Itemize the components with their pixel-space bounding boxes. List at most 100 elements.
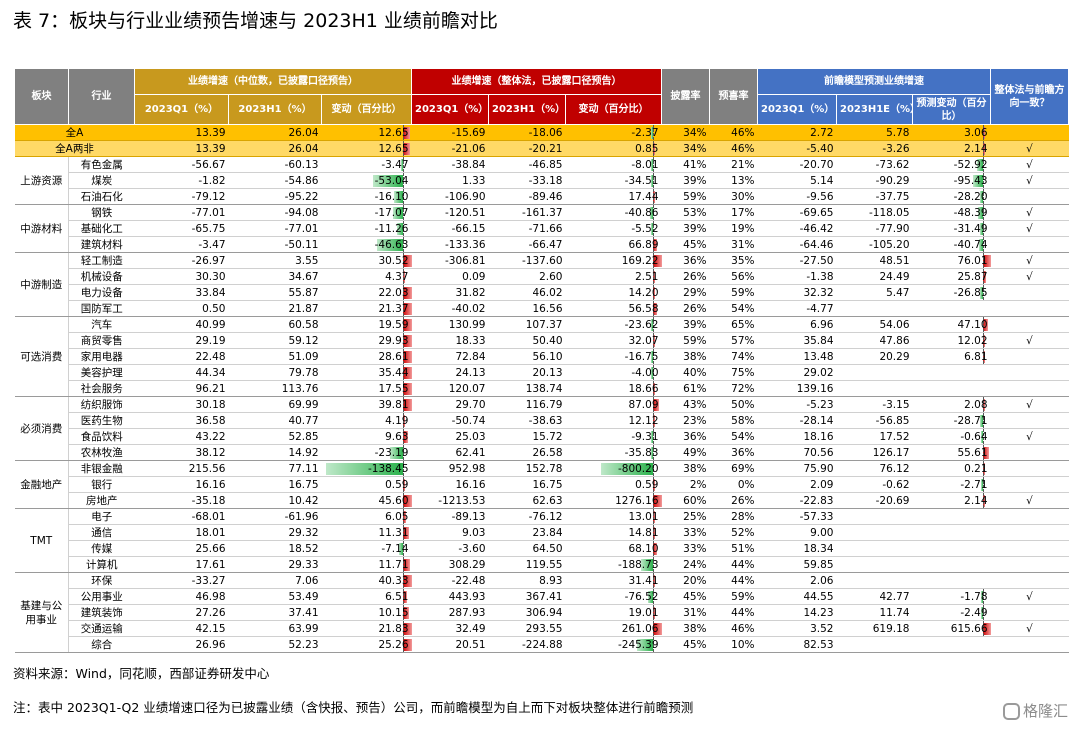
bar-negative	[376, 239, 403, 251]
median-h1-cell: 34.67	[228, 268, 322, 285]
forecast-q1-cell-value: 9.00	[810, 526, 834, 539]
median-change-cell-value: 21.37	[378, 302, 409, 315]
bar-positive	[402, 591, 407, 603]
overall-h1-cell: 20.13	[488, 364, 566, 381]
median-q1-cell: 30.18	[134, 396, 229, 413]
bar-axis	[402, 157, 405, 172]
positive-rate-cell-value: 17%	[731, 206, 755, 219]
median-q1-cell-value: -33.27	[191, 574, 226, 587]
industry-cell: 电子	[68, 508, 135, 525]
industry-cell: 房地产	[68, 492, 135, 509]
overall-q1-cell-value: -38.84	[451, 158, 486, 171]
forecast-q1-cell: 139.16	[757, 380, 837, 397]
industry-cell: 煤炭	[68, 172, 135, 189]
forecast-h1e-cell: -105.20	[836, 236, 913, 253]
median-h1-cell-value: 52.85	[288, 430, 319, 443]
overall-h1-cell: 15.72	[488, 428, 566, 445]
overall-q1-cell-value: -106.90	[444, 190, 486, 203]
consistency-cell	[990, 284, 1069, 301]
median-change-cell: 11.71	[321, 556, 412, 573]
positive-rate-cell: 51%	[709, 540, 758, 557]
overall-change-cell: -2.37	[565, 124, 662, 141]
overall-change-cell-value: 2.51	[635, 270, 659, 283]
forecast-h1e-cell-value: -3.26	[882, 142, 910, 155]
forecast-q1-cell-value: 14.23	[803, 606, 834, 619]
disclosure-rate-cell-value: 43%	[683, 398, 707, 411]
bar-axis	[402, 397, 405, 412]
median-change-cell: 4.19	[321, 412, 412, 429]
median-change-cell: -11.26	[321, 220, 412, 237]
forecast-change-cell-value: 2.08	[964, 398, 988, 411]
overall-q1-cell: -133.36	[411, 236, 489, 253]
overall-change-cell: -16.75	[565, 348, 662, 365]
median-h1-cell: 53.49	[228, 588, 322, 605]
overall-change-cell: 66.89	[565, 236, 662, 253]
forecast-q1-cell-value: 82.53	[803, 638, 834, 651]
bar-positive	[652, 383, 655, 395]
overall-q1-cell: 29.70	[411, 396, 489, 413]
forecast-q1-cell: -22.83	[757, 492, 837, 509]
overall-change-cell-value: 32.07	[628, 334, 659, 347]
overall-change-cell-value: -23.62	[624, 318, 659, 331]
median-q1-cell-value: -77.01	[191, 206, 226, 219]
performance-table: 板块 行业 业绩增速（中位数，已披露口径预告） 业绩增速（整体法，已披露口径预告…	[14, 68, 1070, 653]
forecast-q1-cell: 18.16	[757, 428, 837, 445]
bar-axis	[402, 365, 405, 380]
overall-h1-cell-value: 367.41	[525, 590, 563, 603]
median-q1-cell-value: -1.82	[198, 174, 226, 187]
overall-q1-cell: -22.48	[411, 572, 489, 589]
median-change-cell-value: 10.15	[378, 606, 409, 619]
median-h1-cell-value: 60.58	[288, 318, 319, 331]
positive-rate-cell: 0%	[709, 476, 758, 493]
median-change-cell: -17.07	[321, 204, 412, 221]
positive-rate-cell: 31%	[709, 236, 758, 253]
forecast-change-cell-value: 55.61	[957, 446, 988, 459]
table-row: 交通运输 42.15 63.99 21.83 32.49 293.55 261.06 38% 4…	[15, 620, 1069, 637]
median-change-cell-value: 0.59	[385, 478, 409, 491]
bar-negative	[650, 159, 653, 171]
consistency-cell-value: √	[1026, 398, 1033, 411]
forecast-h1e-cell	[836, 508, 913, 525]
bar-axis	[652, 125, 655, 140]
industry-cell: 钢铁	[68, 204, 135, 221]
median-q1-cell-value: 36.58	[195, 414, 226, 427]
forecast-change-cell-value: -1.78	[960, 590, 988, 603]
positive-rate-cell: 46%	[709, 620, 758, 637]
forecast-h1e-cell-value: 24.49	[879, 270, 910, 283]
positive-rate-cell-value: 50%	[731, 398, 755, 411]
median-q1-cell-value: 18.01	[195, 526, 226, 539]
median-change-cell: -23.19	[321, 444, 412, 461]
disclosure-rate-cell-value: 49%	[683, 446, 707, 459]
consistency-cell	[990, 124, 1069, 141]
bar-negative	[393, 191, 403, 203]
overall-q1-cell-value: 29.70	[455, 398, 486, 411]
overall-h1-cell: 56.10	[488, 348, 566, 365]
median-q1-cell: 40.99	[134, 316, 229, 333]
forecast-change-cell-value: 25.87	[957, 270, 988, 283]
overall-h1-cell: 119.55	[488, 556, 566, 573]
forecast-q1-cell-value: 44.55	[803, 590, 834, 603]
bar-axis	[652, 509, 655, 524]
forecast-h1e-cell: 24.49	[836, 268, 913, 285]
overall-change-cell: -35.83	[565, 444, 662, 461]
positive-rate-cell-value: 44%	[731, 606, 755, 619]
watermark-logo-icon	[1002, 703, 1020, 720]
summary-label: 全A	[14, 124, 135, 141]
table-row: 医药生物 36.58 40.77 4.19 -50.74 -38.63 12.12 23% 58…	[15, 412, 1069, 429]
forecast-q1-cell-value: 5.14	[810, 174, 834, 187]
consistency-cell	[990, 364, 1069, 381]
table-row: 上游资源 有色金属 -56.67 -60.13 -3.47 -38.84 -46.85 -8.…	[14, 156, 1069, 205]
overall-h1-cell: -66.47	[488, 236, 566, 253]
overall-h1-cell: -38.63	[488, 412, 566, 429]
disclosure-rate-cell-value: 45%	[683, 590, 707, 603]
overall-change-cell: 19.01	[565, 604, 662, 621]
median-q1-cell-value: 33.84	[195, 286, 226, 299]
overall-q1-cell-value: -50.74	[451, 414, 486, 427]
consistency-cell-value: √	[1026, 222, 1033, 235]
forecast-change-cell: -0.64	[912, 428, 991, 445]
overall-h1-cell-value: 56.10	[532, 350, 563, 363]
disclosure-rate-cell: 38%	[661, 348, 710, 365]
overall-h1-cell: 16.56	[488, 300, 566, 317]
forecast-h1e-cell: 11.74	[836, 604, 913, 621]
median-change-cell-value: 45.60	[378, 494, 409, 507]
